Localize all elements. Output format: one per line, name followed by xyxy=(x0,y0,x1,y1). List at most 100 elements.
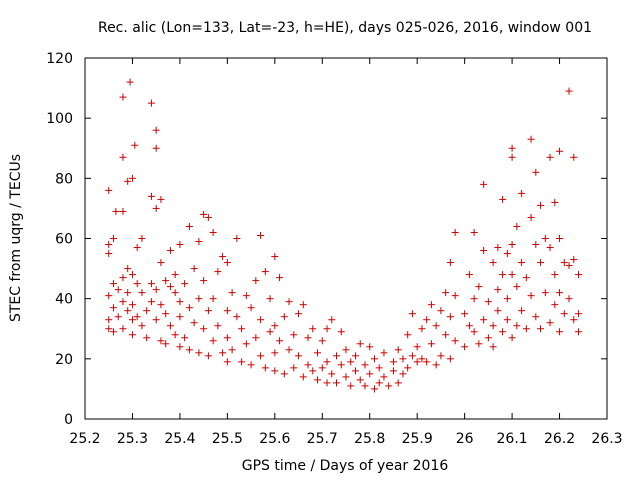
data-point xyxy=(119,93,127,101)
data-point xyxy=(304,334,312,342)
data-point xyxy=(204,352,212,360)
x-tick-label: 26.3 xyxy=(591,431,622,447)
data-point xyxy=(124,307,132,315)
data-point xyxy=(114,313,122,321)
data-point xyxy=(385,382,393,390)
x-tick-label: 25.3 xyxy=(117,431,148,447)
data-point xyxy=(451,292,459,300)
data-point xyxy=(394,379,402,387)
data-point xyxy=(508,241,516,249)
data-point xyxy=(532,241,540,249)
data-point xyxy=(370,355,378,363)
data-point xyxy=(475,283,483,291)
data-point xyxy=(152,126,160,134)
data-point xyxy=(204,307,212,315)
data-point xyxy=(105,250,113,258)
data-point xyxy=(295,352,303,360)
data-point xyxy=(513,283,521,291)
data-point xyxy=(560,259,568,267)
data-point xyxy=(105,292,113,300)
data-point xyxy=(551,271,559,279)
data-point xyxy=(508,271,516,279)
data-point xyxy=(157,301,165,309)
data-point xyxy=(560,310,568,318)
data-point xyxy=(347,382,355,390)
data-point xyxy=(105,241,113,249)
data-point xyxy=(437,352,445,360)
data-point xyxy=(157,259,165,267)
data-point xyxy=(285,346,293,354)
data-point xyxy=(442,331,450,339)
data-point xyxy=(138,322,146,330)
data-point xyxy=(242,340,250,348)
data-point xyxy=(223,259,231,267)
x-tick-label: 25.8 xyxy=(354,431,385,447)
data-point xyxy=(323,325,331,333)
x-tick-label: 25.6 xyxy=(259,431,290,447)
data-point xyxy=(200,325,208,333)
data-point xyxy=(446,259,454,267)
data-point xyxy=(570,153,578,161)
data-point xyxy=(484,334,492,342)
data-point xyxy=(323,358,331,366)
data-point xyxy=(162,310,170,318)
data-point xyxy=(105,316,113,324)
data-points xyxy=(105,78,583,393)
data-point xyxy=(290,331,298,339)
data-point xyxy=(271,322,279,330)
data-point xyxy=(119,325,127,333)
data-point xyxy=(522,325,530,333)
data-point xyxy=(261,364,269,372)
y-axis-label: STEC from uqrg / TECUs xyxy=(8,154,24,322)
data-point xyxy=(556,235,564,242)
data-point xyxy=(114,286,122,294)
data-point xyxy=(351,367,359,375)
data-point xyxy=(166,283,174,291)
data-point xyxy=(475,340,483,348)
data-point xyxy=(480,316,488,324)
data-point xyxy=(247,361,255,369)
data-point xyxy=(323,379,331,387)
data-point xyxy=(480,247,488,255)
data-point xyxy=(266,328,274,336)
data-point xyxy=(570,316,578,324)
data-point xyxy=(119,207,127,215)
y-tick-label: 80 xyxy=(55,171,73,187)
data-point xyxy=(413,343,421,351)
data-point xyxy=(451,228,459,236)
data-point xyxy=(404,364,412,372)
data-point xyxy=(394,346,402,354)
x-tick-label: 25.7 xyxy=(307,431,338,447)
data-point xyxy=(432,322,440,330)
data-point xyxy=(418,325,426,333)
data-point xyxy=(109,235,117,242)
data-point xyxy=(404,331,412,339)
data-point xyxy=(337,328,345,336)
y-tick-label: 60 xyxy=(55,232,73,248)
data-point xyxy=(347,358,355,366)
data-point xyxy=(508,144,516,152)
data-point xyxy=(575,271,583,279)
data-point xyxy=(413,358,421,366)
data-point xyxy=(126,78,134,86)
data-point xyxy=(105,325,113,333)
data-point xyxy=(446,313,454,321)
data-point xyxy=(147,192,155,200)
data-point xyxy=(380,373,388,381)
data-point xyxy=(503,316,511,324)
x-tick-label: 25.4 xyxy=(164,431,195,447)
y-tick-labels: 0 20 40 60 80 100 120 xyxy=(46,51,73,428)
data-point xyxy=(200,210,208,218)
data-point xyxy=(503,295,511,303)
y-tick-label: 20 xyxy=(55,352,73,368)
data-point xyxy=(489,259,497,267)
data-point xyxy=(128,301,136,309)
data-point xyxy=(532,313,540,321)
data-point xyxy=(181,280,189,288)
data-point xyxy=(356,340,364,348)
plot-area-border xyxy=(84,57,608,420)
y-tick-label: 40 xyxy=(55,292,73,308)
data-point xyxy=(389,358,397,366)
